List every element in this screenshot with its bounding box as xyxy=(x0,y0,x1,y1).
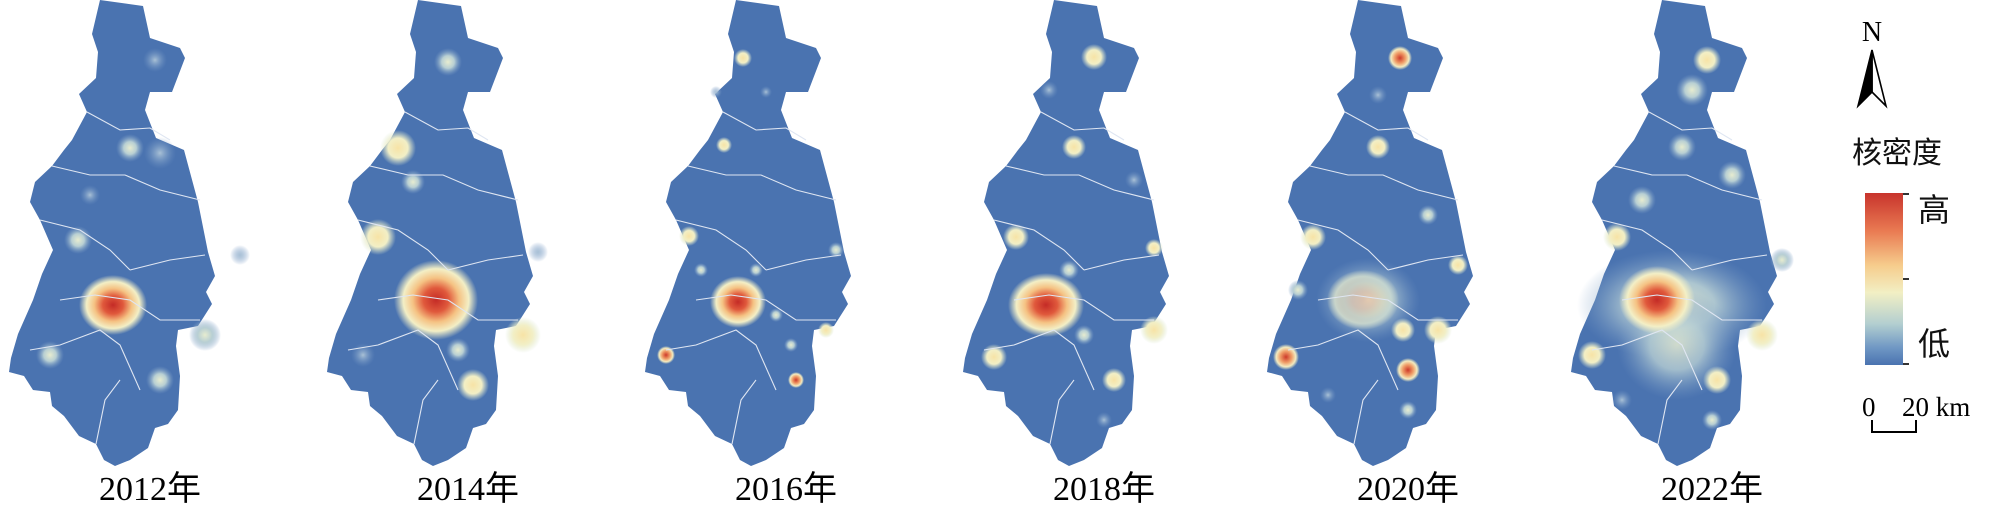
district-boundaries xyxy=(29,111,206,445)
region-outline xyxy=(645,0,851,466)
region-outline xyxy=(327,0,533,466)
region-outline xyxy=(9,0,215,466)
north-label: N xyxy=(1861,17,1883,48)
density-hotspots xyxy=(1577,46,1794,430)
year-label: 2018年 xyxy=(1053,471,1155,508)
ramp-tick-high xyxy=(1903,193,1909,195)
year-label: 2020年 xyxy=(1357,471,1459,508)
kernel-density-map xyxy=(963,0,1169,466)
scale-value-label: 20 km xyxy=(1902,392,1971,422)
map-panel-2016: 2016年 xyxy=(636,0,936,513)
scale-bar xyxy=(1871,420,1917,433)
map-panel-2022: 2022年 xyxy=(1562,0,1862,513)
scale-zero-label: 0 xyxy=(1862,392,1876,422)
map-legend: N 核密度 高 低 0 20 km xyxy=(1852,0,2000,513)
legend-high-label: 高 xyxy=(1918,191,1951,229)
density-color-ramp xyxy=(1865,193,1903,365)
district-boundaries xyxy=(983,111,1160,445)
density-hotspots xyxy=(36,48,250,394)
district-boundaries xyxy=(665,111,842,445)
kernel-density-map xyxy=(645,0,851,466)
density-hotspots xyxy=(351,48,548,401)
north-arrow-icon xyxy=(1856,49,1888,109)
legend-title: 核密度 xyxy=(1852,136,1942,171)
ramp-tick-mid xyxy=(1903,278,1909,280)
kernel-density-map xyxy=(9,0,250,466)
map-panel-2020: 2020年 xyxy=(1258,0,1558,513)
kernel-density-map xyxy=(1571,0,1794,466)
region-outline xyxy=(1267,0,1473,466)
kernel-density-map xyxy=(1267,0,1473,466)
map-panel-2014: 2014年 xyxy=(318,0,618,513)
map-panel-2018: 2018年 xyxy=(954,0,1254,513)
year-label: 2022年 xyxy=(1661,471,1763,508)
region-outline xyxy=(963,0,1169,466)
ramp-tick-low xyxy=(1903,363,1909,365)
year-label: 2012年 xyxy=(99,471,201,508)
district-boundaries xyxy=(347,111,524,445)
legend-low-label: 低 xyxy=(1918,325,1951,363)
density-hotspots xyxy=(657,49,844,388)
kernel-density-map xyxy=(327,0,548,466)
year-label: 2014年 xyxy=(417,471,519,508)
district-boundaries xyxy=(1591,111,1768,445)
density-hotspots xyxy=(1273,46,1468,419)
map-panel-2012: 2012年 xyxy=(0,0,300,513)
density-hotspots xyxy=(981,44,1168,428)
year-label: 2016年 xyxy=(735,471,837,508)
district-boundaries xyxy=(1287,111,1464,445)
